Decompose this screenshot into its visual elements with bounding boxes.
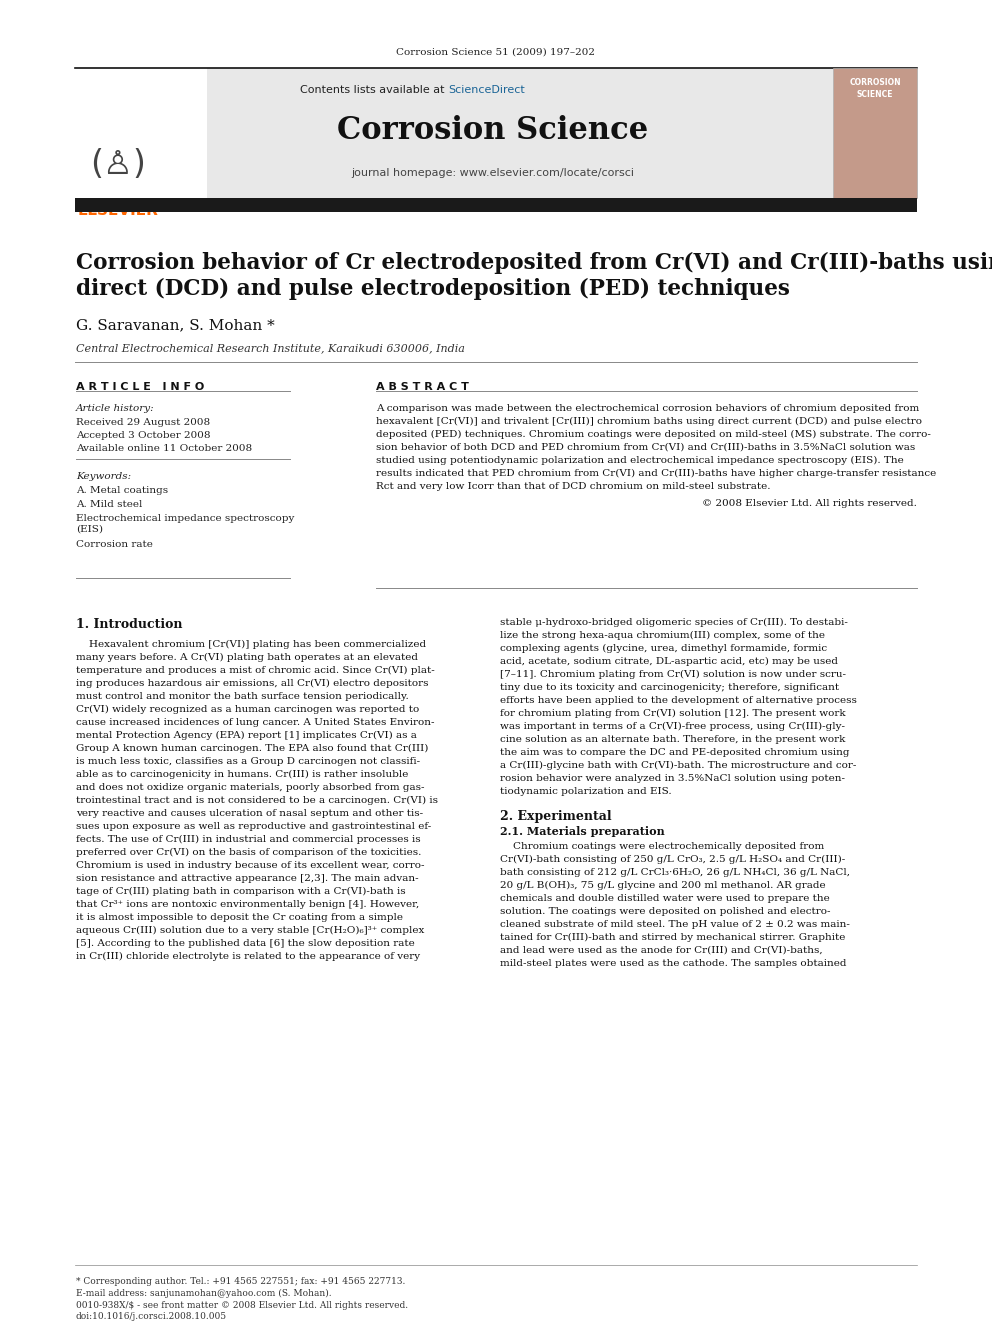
Text: sion behavior of both DCD and PED chromium from Cr(VI) and Cr(III)-baths in 3.5%: sion behavior of both DCD and PED chromi… [376,443,916,452]
Text: was important in terms of a Cr(VI)-free process, using Cr(III)-gly-: was important in terms of a Cr(VI)-free … [500,722,845,732]
Text: and lead were used as the anode for Cr(III) and Cr(VI)-baths,: and lead were used as the anode for Cr(I… [500,946,822,955]
Text: complexing agents (glycine, urea, dimethyl formamide, formic: complexing agents (glycine, urea, dimeth… [500,644,827,654]
Text: Group A known human carcinogen. The EPA also found that Cr(III): Group A known human carcinogen. The EPA … [76,744,429,753]
Text: results indicated that PED chromium from Cr(VI) and Cr(III)-baths have higher ch: results indicated that PED chromium from… [376,468,936,478]
Text: Cr(VI) widely recognized as a human carcinogen was reported to: Cr(VI) widely recognized as a human carc… [76,705,420,714]
Text: Article history:: Article history: [76,404,155,413]
Text: and does not oxidize organic materials, poorly absorbed from gas-: and does not oxidize organic materials, … [76,783,425,792]
Text: A. Metal coatings: A. Metal coatings [76,486,168,495]
Text: in Cr(III) chloride electrolyte is related to the appearance of very: in Cr(III) chloride electrolyte is relat… [76,953,421,960]
Text: E-mail address: sanjunamohan@yahoo.com (S. Mohan).: E-mail address: sanjunamohan@yahoo.com (… [76,1289,331,1298]
Text: stable μ-hydroxo-bridged oligomeric species of Cr(III). To destabi-: stable μ-hydroxo-bridged oligomeric spec… [500,618,848,627]
Text: many years before. A Cr(VI) plating bath operates at an elevated: many years before. A Cr(VI) plating bath… [76,654,418,662]
Text: * Corresponding author. Tel.: +91 4565 227551; fax: +91 4565 227713.: * Corresponding author. Tel.: +91 4565 2… [76,1277,406,1286]
Text: cause increased incidences of lung cancer. A United States Environ-: cause increased incidences of lung cance… [76,718,434,728]
Text: it is almost impossible to deposit the Cr coating from a simple: it is almost impossible to deposit the C… [76,913,403,922]
Text: 20 g/L B(OH)₃, 75 g/L glycine and 200 ml methanol. AR grade: 20 g/L B(OH)₃, 75 g/L glycine and 200 ml… [500,881,825,890]
Text: (♙): (♙) [90,148,146,181]
Text: journal homepage: www.elsevier.com/locate/corsci: journal homepage: www.elsevier.com/locat… [351,168,635,179]
Text: a Cr(III)-glycine bath with Cr(VI)-bath. The microstructure and cor-: a Cr(III)-glycine bath with Cr(VI)-bath.… [500,761,856,770]
Text: fects. The use of Cr(III) in industrial and commercial processes is: fects. The use of Cr(III) in industrial … [76,835,421,844]
Text: Hexavalent chromium [Cr(VI)] plating has been commercialized: Hexavalent chromium [Cr(VI)] plating has… [76,640,427,650]
Text: A R T I C L E   I N F O: A R T I C L E I N F O [76,382,204,392]
Text: lize the strong hexa-aqua chromium(III) complex, some of the: lize the strong hexa-aqua chromium(III) … [500,631,825,640]
Text: 1. Introduction: 1. Introduction [76,618,183,631]
Text: for chromium plating from Cr(VI) solution [12]. The present work: for chromium plating from Cr(VI) solutio… [500,709,845,718]
Text: cleaned substrate of mild steel. The pH value of 2 ± 0.2 was main-: cleaned substrate of mild steel. The pH … [500,919,850,929]
Text: preferred over Cr(VI) on the basis of comparison of the toxicities.: preferred over Cr(VI) on the basis of co… [76,848,422,857]
Text: must control and monitor the bath surface tension periodically.: must control and monitor the bath surfac… [76,692,409,701]
Text: [7–11]. Chromium plating from Cr(VI) solution is now under scru-: [7–11]. Chromium plating from Cr(VI) sol… [500,669,846,679]
Text: mental Protection Agency (EPA) report [1] implicates Cr(VI) as a: mental Protection Agency (EPA) report [1… [76,732,417,740]
Text: Corrosion rate: Corrosion rate [76,540,153,549]
Text: rosion behavior were analyzed in 3.5%NaCl solution using poten-: rosion behavior were analyzed in 3.5%NaC… [500,774,845,783]
Text: ScienceDirect: ScienceDirect [448,85,525,95]
Text: Corrosion Science 51 (2009) 197–202: Corrosion Science 51 (2009) 197–202 [397,48,595,57]
Text: A. Mild steel: A. Mild steel [76,500,143,509]
Text: is much less toxic, classifies as a Group D carcinogen not classifi-: is much less toxic, classifies as a Grou… [76,757,421,766]
Text: 2. Experimental: 2. Experimental [500,810,612,823]
Text: Corrosion Science: Corrosion Science [337,115,649,146]
Text: solution. The coatings were deposited on polished and electro-: solution. The coatings were deposited on… [500,908,830,916]
Text: Corrosion behavior of Cr electrodeposited from Cr(VI) and Cr(III)-baths using: Corrosion behavior of Cr electrodeposite… [76,251,992,274]
Text: direct (DCD) and pulse electrodeposition (PED) techniques: direct (DCD) and pulse electrodeposition… [76,278,790,300]
Text: tiodynamic polarization and EIS.: tiodynamic polarization and EIS. [500,787,672,796]
Text: the aim was to compare the DC and PE-deposited chromium using: the aim was to compare the DC and PE-dep… [500,747,849,757]
FancyBboxPatch shape [833,67,917,198]
Text: ELSEVIER: ELSEVIER [77,202,159,218]
Text: very reactive and causes ulceration of nasal septum and other tis-: very reactive and causes ulceration of n… [76,808,424,818]
Text: trointestinal tract and is not considered to be a carcinogen. Cr(VI) is: trointestinal tract and is not considere… [76,796,438,806]
Text: Rct and very low Icorr than that of DCD chromium on mild-steel substrate.: Rct and very low Icorr than that of DCD … [376,482,771,491]
Text: bath consisting of 212 g/L CrCl₃·6H₂O, 26 g/L NH₄Cl, 36 g/L NaCl,: bath consisting of 212 g/L CrCl₃·6H₂O, 2… [500,868,850,877]
Text: aqueous Cr(III) solution due to a very stable [Cr(H₂O)₆]³⁺ complex: aqueous Cr(III) solution due to a very s… [76,926,425,935]
Text: Received 29 August 2008: Received 29 August 2008 [76,418,210,427]
Text: tained for Cr(III)-bath and stirred by mechanical stirrer. Graphite: tained for Cr(III)-bath and stirred by m… [500,933,845,942]
Text: [5]. According to the published data [6] the slow deposition rate: [5]. According to the published data [6]… [76,939,415,949]
Text: Central Electrochemical Research Institute, Karaikudi 630006, India: Central Electrochemical Research Institu… [76,343,465,353]
FancyBboxPatch shape [75,67,207,198]
Text: CORROSION
SCIENCE: CORROSION SCIENCE [849,78,901,99]
FancyBboxPatch shape [75,198,917,212]
FancyBboxPatch shape [75,67,833,198]
Text: 0010-938X/$ - see front matter © 2008 Elsevier Ltd. All rights reserved.: 0010-938X/$ - see front matter © 2008 El… [76,1301,408,1310]
Text: G. Saravanan, S. Mohan *: G. Saravanan, S. Mohan * [76,318,275,332]
Text: able as to carcinogenicity in humans. Cr(III) is rather insoluble: able as to carcinogenicity in humans. Cr… [76,770,409,779]
Text: Accepted 3 October 2008: Accepted 3 October 2008 [76,431,210,441]
Text: sion resistance and attractive appearance [2,3]. The main advan-: sion resistance and attractive appearanc… [76,875,419,882]
Text: doi:10.1016/j.corsci.2008.10.005: doi:10.1016/j.corsci.2008.10.005 [76,1312,227,1320]
Text: © 2008 Elsevier Ltd. All rights reserved.: © 2008 Elsevier Ltd. All rights reserved… [702,499,917,508]
Text: tiny due to its toxicity and carcinogenicity; therefore, significant: tiny due to its toxicity and carcinogeni… [500,683,839,692]
Text: hexavalent [Cr(VI)] and trivalent [Cr(III)] chromium baths using direct current : hexavalent [Cr(VI)] and trivalent [Cr(II… [376,417,922,426]
Text: Available online 11 October 2008: Available online 11 October 2008 [76,445,252,452]
Text: Cr(VI)-bath consisting of 250 g/L CrO₃, 2.5 g/L H₂SO₄ and Cr(III)-: Cr(VI)-bath consisting of 250 g/L CrO₃, … [500,855,845,864]
Text: ing produces hazardous air emissions, all Cr(VI) electro depositors: ing produces hazardous air emissions, al… [76,679,429,688]
Text: sues upon exposure as well as reproductive and gastrointestinal ef-: sues upon exposure as well as reproducti… [76,822,432,831]
Text: A B S T R A C T: A B S T R A C T [376,382,469,392]
Text: cine solution as an alternate bath. Therefore, in the present work: cine solution as an alternate bath. Ther… [500,736,845,744]
Text: studied using potentiodynamic polarization and electrochemical impedance spectro: studied using potentiodynamic polarizati… [376,456,904,466]
Text: Chromium is used in industry because of its excellent wear, corro-: Chromium is used in industry because of … [76,861,425,871]
Text: mild-steel plates were used as the cathode. The samples obtained: mild-steel plates were used as the catho… [500,959,846,968]
Text: efforts have been applied to the development of alternative process: efforts have been applied to the develop… [500,696,857,705]
Text: deposited (PED) techniques. Chromium coatings were deposited on mild-steel (MS) : deposited (PED) techniques. Chromium coa… [376,430,930,439]
Text: Electrochemical impedance spectroscopy
(EIS): Electrochemical impedance spectroscopy (… [76,515,295,533]
Text: chemicals and double distilled water were used to prepare the: chemicals and double distilled water wer… [500,894,829,904]
Text: tage of Cr(III) plating bath in comparison with a Cr(VI)-bath is: tage of Cr(III) plating bath in comparis… [76,886,406,896]
Text: acid, acetate, sodium citrate, DL-aspartic acid, etc) may be used: acid, acetate, sodium citrate, DL-aspart… [500,658,838,665]
Text: Contents lists available at: Contents lists available at [300,85,448,95]
Text: temperature and produces a mist of chromic acid. Since Cr(VI) plat-: temperature and produces a mist of chrom… [76,665,434,675]
Text: Chromium coatings were electrochemically deposited from: Chromium coatings were electrochemically… [500,841,824,851]
Text: A comparison was made between the electrochemical corrosion behaviors of chromiu: A comparison was made between the electr… [376,404,920,413]
Text: Keywords:: Keywords: [76,472,131,482]
Text: that Cr³⁺ ions are nontoxic environmentally benign [4]. However,: that Cr³⁺ ions are nontoxic environmenta… [76,900,420,909]
Text: 2.1. Materials preparation: 2.1. Materials preparation [500,826,665,837]
